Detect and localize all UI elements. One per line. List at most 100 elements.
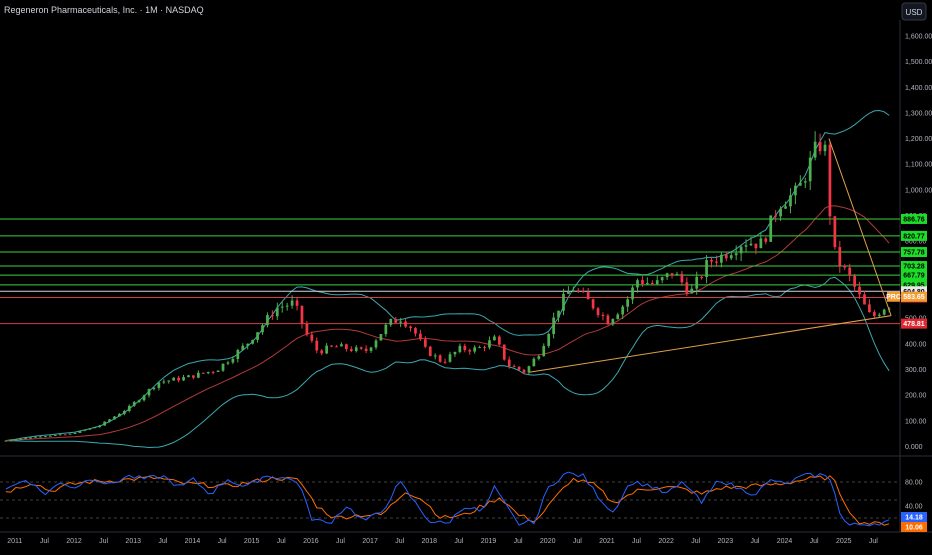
- candle-body: [596, 308, 600, 315]
- level-tag: 703.28: [901, 261, 927, 272]
- candle: [78, 430, 82, 434]
- candle: [537, 354, 541, 361]
- candle: [705, 255, 708, 284]
- candle: [507, 356, 511, 369]
- candle-body: [256, 332, 259, 340]
- candle-body: [734, 253, 738, 256]
- time-tick-label: 2024: [777, 538, 793, 545]
- candle: [606, 313, 610, 325]
- candle: [877, 312, 881, 318]
- candle: [882, 308, 886, 316]
- candle-body: [127, 405, 131, 411]
- upper-band-line: [5, 109, 890, 442]
- candle-body: [34, 436, 37, 438]
- candle-body: [858, 286, 861, 295]
- candle: [759, 233, 763, 249]
- osc-tick-label: 80.00: [905, 480, 923, 487]
- candle: [650, 280, 654, 286]
- candle-body: [789, 195, 792, 207]
- candle-body: [58, 434, 62, 436]
- candle-body: [463, 345, 467, 351]
- candle-body: [340, 344, 343, 347]
- candle: [828, 141, 832, 225]
- candle-body: [571, 290, 575, 292]
- candle-body: [290, 300, 294, 306]
- candle: [19, 438, 23, 440]
- stoch-k-tag-bg: [901, 512, 927, 522]
- price-tags: 886.76820.77757.78703.28667.79629.95604.…: [886, 213, 927, 532]
- candle: [147, 388, 151, 398]
- candle-body: [221, 363, 225, 371]
- candle: [493, 334, 496, 341]
- candle: [690, 283, 694, 294]
- level-tag-bg: [901, 279, 927, 290]
- candle-body: [744, 245, 748, 247]
- candle: [512, 364, 516, 368]
- stoch-k-value: 14.18: [905, 515, 923, 522]
- candle-body: [374, 340, 378, 348]
- candle: [414, 327, 417, 337]
- candle-body: [650, 283, 654, 285]
- candle: [177, 375, 180, 383]
- current-price-tag: PRC 583.65: [886, 291, 927, 302]
- candle-body: [488, 340, 491, 348]
- stoch-d-tag: 10.06: [901, 522, 927, 532]
- candle-body: [680, 273, 684, 283]
- candle-body: [705, 260, 708, 278]
- candle: [710, 257, 713, 268]
- candle-body: [325, 345, 329, 354]
- candle: [532, 357, 536, 367]
- candle: [547, 332, 551, 348]
- candle-body: [88, 428, 92, 430]
- price-tick-label: 1,200.00: [905, 136, 932, 143]
- candle-body: [137, 400, 141, 403]
- candle: [310, 331, 314, 343]
- candle-body: [448, 354, 452, 362]
- candle-body: [877, 314, 881, 316]
- level-tag-label: 820.77: [903, 233, 925, 240]
- candle-body: [665, 273, 669, 278]
- price-tick-label: 300.00: [905, 367, 927, 374]
- stoch-k-line: [5, 471, 890, 527]
- currency-label: USD: [906, 8, 923, 17]
- candle-body: [157, 382, 161, 388]
- candle: [853, 273, 856, 292]
- candle: [527, 365, 531, 375]
- candle: [497, 335, 501, 346]
- candle-body: [779, 208, 782, 217]
- candle: [744, 239, 748, 252]
- candle: [118, 413, 121, 417]
- candle-body: [838, 247, 842, 266]
- candle: [483, 345, 486, 352]
- candle-body: [335, 346, 338, 348]
- candle: [330, 344, 333, 348]
- candle: [63, 434, 67, 436]
- candle: [53, 434, 57, 437]
- candle-body: [98, 425, 102, 428]
- candle: [868, 299, 871, 313]
- candle: [872, 309, 876, 318]
- candle-body: [863, 294, 866, 305]
- candle-body: [502, 344, 506, 360]
- price-tag-prefix: PRC: [886, 294, 901, 301]
- currency-button[interactable]: USD: [901, 2, 927, 21]
- candle: [409, 325, 412, 332]
- candle-body: [172, 377, 176, 381]
- candle: [315, 337, 319, 354]
- candle-body: [285, 305, 289, 307]
- candle-body: [700, 276, 704, 278]
- candle: [127, 404, 131, 413]
- candle-body: [359, 347, 363, 349]
- candle-body: [83, 429, 87, 431]
- candle: [113, 415, 116, 420]
- candle: [364, 345, 368, 354]
- candle-body: [611, 319, 615, 325]
- candle: [384, 322, 388, 337]
- candle: [9, 439, 13, 442]
- candle-body: [118, 414, 121, 417]
- candle-body: [433, 355, 437, 357]
- candle-body: [646, 283, 649, 285]
- candle-body: [616, 314, 620, 320]
